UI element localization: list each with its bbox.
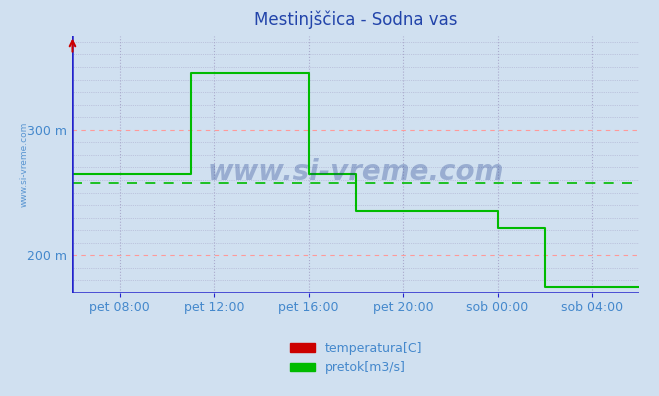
Title: Mestinjščica - Sodna vas: Mestinjščica - Sodna vas <box>254 10 457 29</box>
Text: www.si-vreme.com: www.si-vreme.com <box>20 122 29 207</box>
Text: www.si-vreme.com: www.si-vreme.com <box>208 158 504 186</box>
Legend: temperatura[C], pretok[m3/s]: temperatura[C], pretok[m3/s] <box>285 337 427 379</box>
